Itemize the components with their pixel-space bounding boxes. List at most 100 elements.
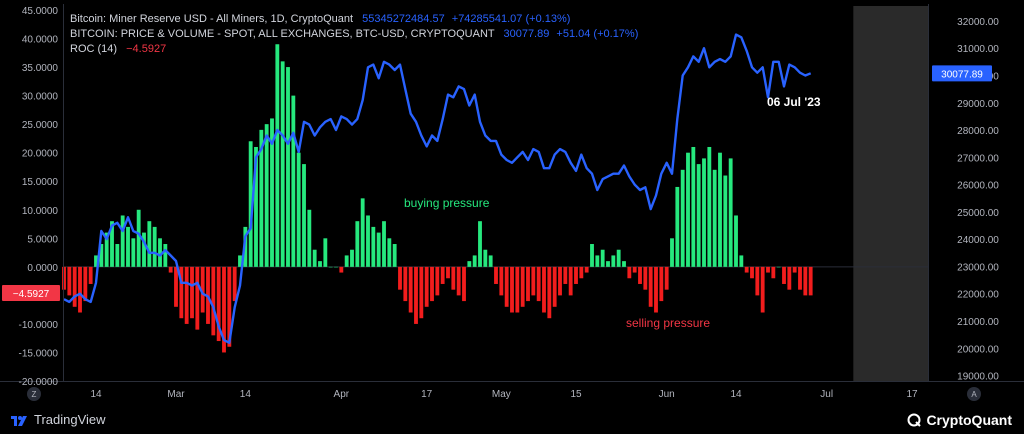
roc-bar xyxy=(430,266,434,302)
roc-bar xyxy=(126,226,130,267)
roc-bar xyxy=(472,255,477,267)
price-value-badge-label: 30077.89 xyxy=(941,69,983,80)
x-tick-label: 15 xyxy=(570,389,582,400)
roc-bar xyxy=(270,118,274,267)
roc-bar xyxy=(467,261,472,267)
right-tick-label: 25000.00 xyxy=(957,208,999,219)
roc-bar xyxy=(579,266,584,279)
roc-bar xyxy=(584,266,589,273)
roc-bar xyxy=(147,221,152,267)
legend-row-btc-price[interactable]: BITCOIN: PRICE & VOLUME - SPOT, ALL EXCH… xyxy=(70,27,638,42)
right-tick-label: 29000.00 xyxy=(957,99,999,110)
left-tick-label: 10.0000 xyxy=(22,206,59,217)
roc-bar xyxy=(435,266,440,296)
axes: -20.0000-15.0000-10.0000-5.00000.00005.0… xyxy=(0,4,1024,401)
roc-bar xyxy=(72,266,77,307)
date-annotation: 06 Jul '23 xyxy=(767,95,821,109)
highlight-region xyxy=(853,6,928,381)
legend-miner-reserve-value: 55345272484.57 xyxy=(362,13,445,25)
roc-bar xyxy=(718,152,722,267)
price-line xyxy=(63,33,812,344)
roc-bar xyxy=(515,266,520,313)
roc-bar xyxy=(360,198,365,267)
roc-bar xyxy=(547,266,552,319)
cryptoquant-logo[interactable]: CryptoQuant xyxy=(907,412,1012,428)
x-tick-label: Mar xyxy=(167,389,185,400)
roc-bar xyxy=(600,249,605,267)
roc-bar xyxy=(376,232,381,267)
roc-bar xyxy=(536,266,541,302)
roc-bar xyxy=(734,215,738,267)
roc-bar xyxy=(520,266,525,307)
roc-bar xyxy=(168,266,173,273)
legend-btc-price-change: +51.04 (+0.17%) xyxy=(556,28,639,40)
legend-btc-price-value: 30077.89 xyxy=(503,28,550,40)
roc-bar xyxy=(808,266,813,296)
legend-row-roc[interactable]: ROC (14) −4.5927 xyxy=(70,42,638,57)
roc-bar xyxy=(792,266,797,273)
roc-bar xyxy=(307,209,312,267)
left-tick-label: 5.0000 xyxy=(27,234,58,245)
roc-bar xyxy=(574,266,578,284)
roc-bar xyxy=(419,266,424,319)
right-tick-label: 24000.00 xyxy=(957,235,999,246)
roc-bar xyxy=(611,255,616,267)
roc-bar xyxy=(302,164,306,267)
roc-bar xyxy=(200,266,205,313)
roc-bar xyxy=(568,266,573,296)
roc-bar xyxy=(712,169,717,267)
legend-roc-label: ROC (14) xyxy=(70,43,118,55)
right-tick-label: 32000.00 xyxy=(957,17,999,28)
roc-bar xyxy=(654,266,658,313)
legend-row-miner-reserve[interactable]: Bitcoin: Miner Reserve USD - All Miners,… xyxy=(70,12,638,27)
left-tick-label: 25.0000 xyxy=(22,120,59,131)
axis-badge-right xyxy=(967,387,981,401)
axis-badge-left-label: Z xyxy=(32,390,37,399)
roc-bar xyxy=(179,266,184,319)
left-tick-label: 15.0000 xyxy=(22,177,59,188)
roc-bar xyxy=(542,266,546,313)
x-tick-label: Jun xyxy=(659,389,675,400)
roc-bar xyxy=(446,266,450,279)
x-tick-label: 17 xyxy=(906,389,918,400)
roc-bar xyxy=(131,238,136,267)
roc-bar xyxy=(216,266,221,342)
roc-bar xyxy=(291,95,296,267)
roc-bar xyxy=(696,164,701,267)
roc-bar xyxy=(606,261,610,267)
right-tick-label: 28000.00 xyxy=(957,126,999,137)
roc-bar xyxy=(686,152,690,267)
price-line-group xyxy=(63,33,812,344)
legend-miner-reserve-change: +74285541.07 (+0.13%) xyxy=(451,13,571,25)
roc-bar xyxy=(339,266,344,273)
roc-bar xyxy=(408,266,413,313)
highlight-rect xyxy=(853,6,928,381)
tradingview-label: TradingView xyxy=(34,412,106,427)
roc-bar xyxy=(803,266,808,296)
left-tick-label: -20.0000 xyxy=(19,377,59,388)
left-tick-label: 0.0000 xyxy=(27,263,58,274)
roc-bar xyxy=(403,266,408,302)
roc-bar xyxy=(504,266,509,307)
x-tick-label: 14 xyxy=(730,389,742,400)
roc-bar xyxy=(115,244,120,267)
buying-pressure-annotation: buying pressure xyxy=(404,196,490,210)
selling-pressure-annotation: selling pressure xyxy=(626,316,711,330)
roc-value-badge xyxy=(2,285,60,302)
roc-bar xyxy=(462,266,466,302)
roc-bar xyxy=(414,266,418,324)
roc-bar xyxy=(104,232,109,267)
roc-bar xyxy=(771,266,776,279)
tradingview-logo[interactable]: TradingView xyxy=(10,412,106,427)
roc-bar xyxy=(451,266,456,290)
left-tick-label: 30.0000 xyxy=(22,92,59,103)
roc-bar xyxy=(766,266,770,273)
roc-bar xyxy=(366,215,370,267)
roc-bar xyxy=(110,221,114,267)
footer-bar: TradingView CryptoQuant xyxy=(0,408,1024,434)
roc-bar xyxy=(638,266,642,284)
right-tick-label: 19000.00 xyxy=(957,372,999,383)
roc-bar xyxy=(184,266,189,324)
x-tick-label: 14 xyxy=(90,389,102,400)
roc-bar xyxy=(120,215,125,267)
